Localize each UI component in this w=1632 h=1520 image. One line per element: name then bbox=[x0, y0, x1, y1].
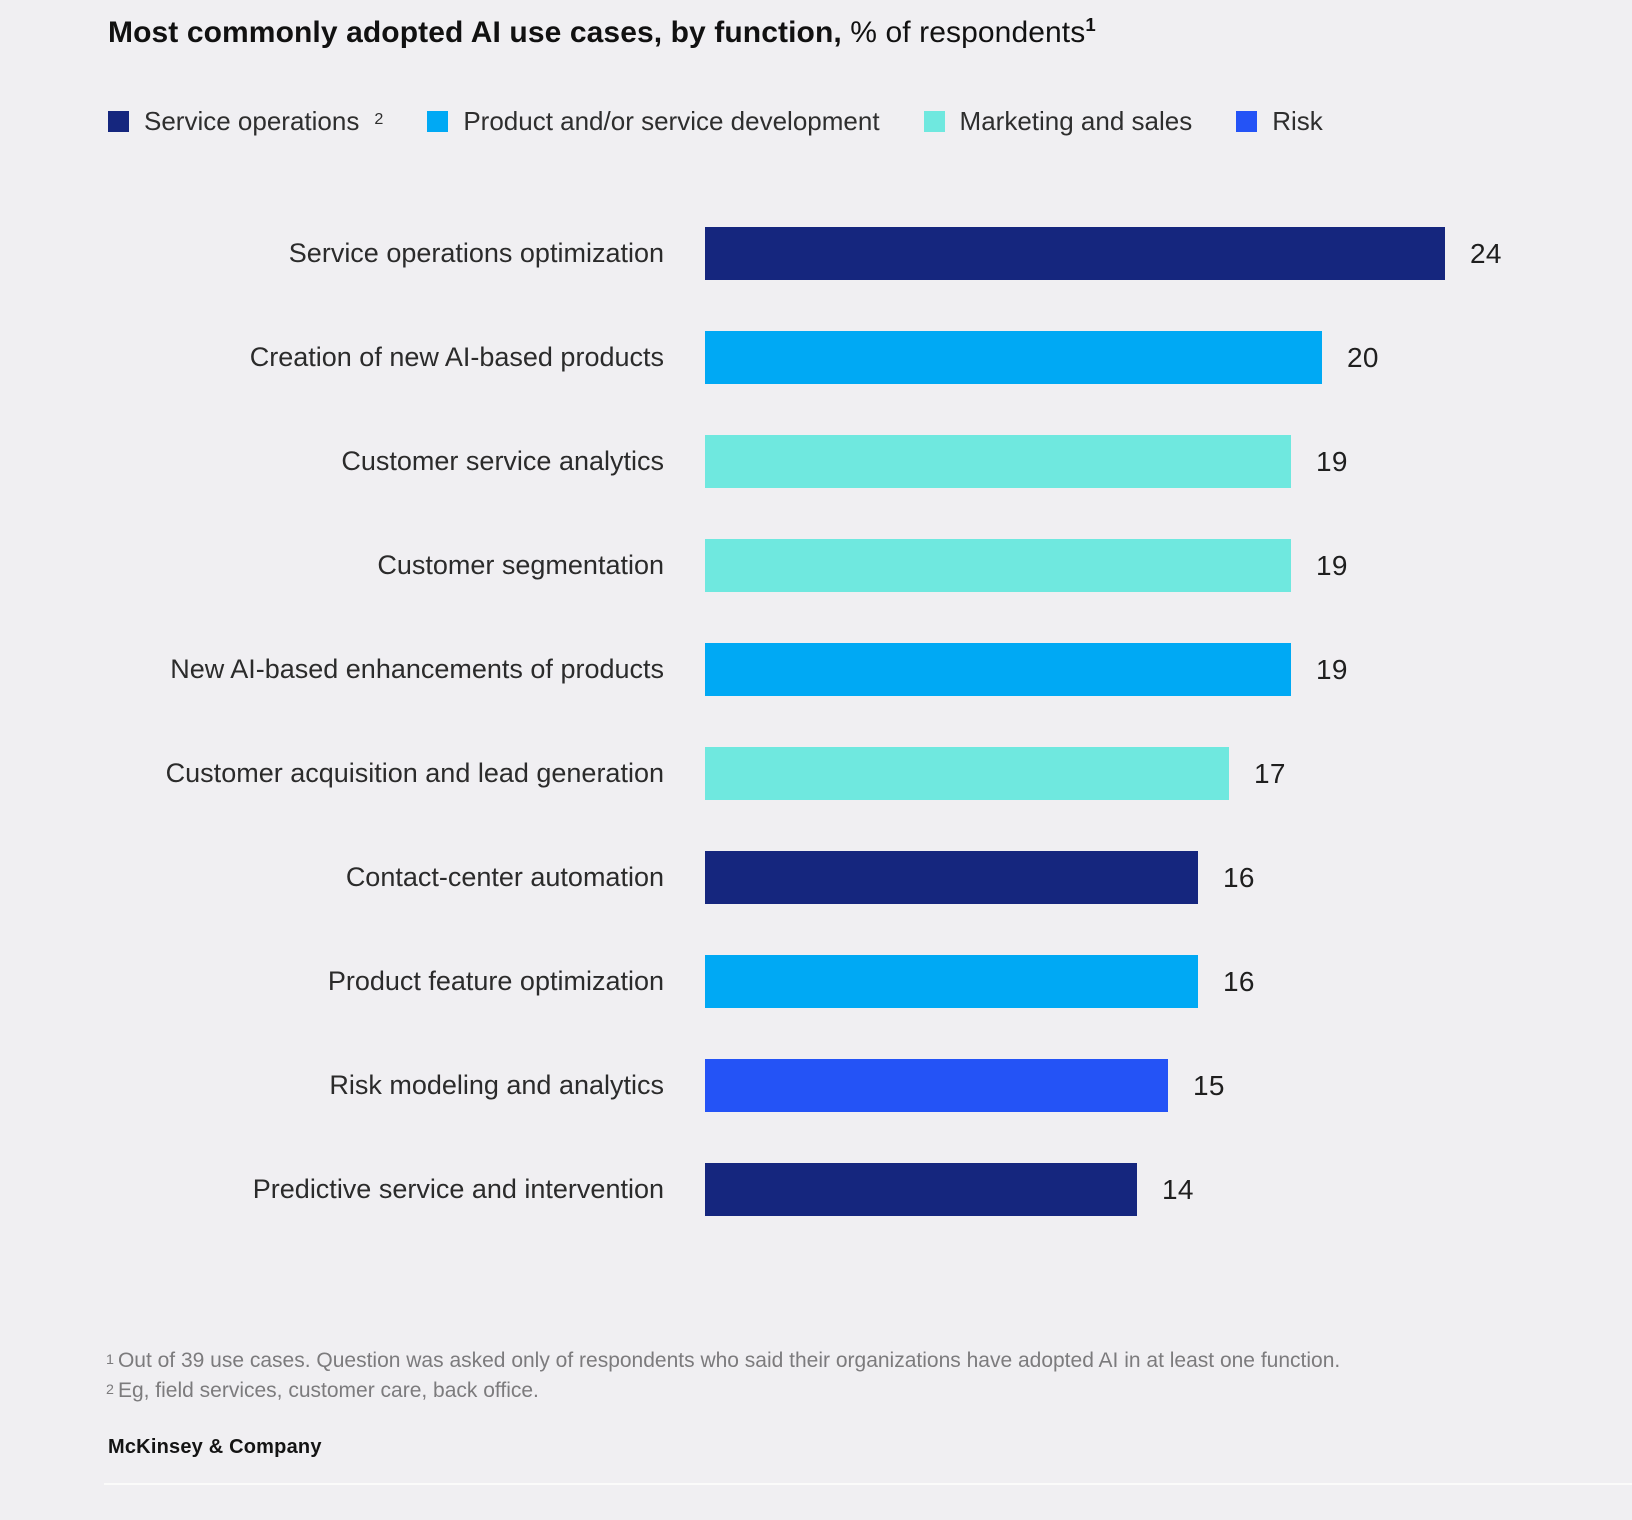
bar-track: 15 bbox=[705, 1059, 1572, 1112]
bar-value: 16 bbox=[1223, 965, 1255, 997]
chart-row: Customer segmentation 19 bbox=[108, 539, 1572, 592]
chart-row: Product feature optimization 16 bbox=[108, 955, 1572, 1008]
category-label: Predictive service and intervention bbox=[252, 1173, 664, 1204]
legend-footnote-marker: 2 bbox=[374, 110, 384, 128]
legend-label: Product and/or service development bbox=[463, 106, 880, 136]
legend-label: Service operations bbox=[144, 106, 360, 136]
bar-track: 19 bbox=[705, 539, 1572, 592]
legend-swatch-icon bbox=[108, 111, 129, 132]
legend-item: Service operations 2 bbox=[108, 106, 383, 137]
bar-track: 17 bbox=[705, 747, 1572, 800]
footnote-line: 2 Eg, field services, customer care, back… bbox=[106, 1376, 1340, 1406]
bar-value: 14 bbox=[1162, 1173, 1194, 1205]
legend-item: Risk bbox=[1236, 106, 1323, 137]
chart-row: Service operations optimization 24 bbox=[108, 227, 1572, 280]
category-label: Customer segmentation bbox=[377, 549, 664, 580]
category-label: Service operations optimization bbox=[288, 237, 664, 268]
bar bbox=[705, 331, 1322, 384]
chart-row: Customer acquisition and lead generation… bbox=[108, 747, 1572, 800]
bar-value: 15 bbox=[1193, 1069, 1225, 1101]
bar bbox=[705, 539, 1291, 592]
chart-title-subtitle: % of respondents bbox=[841, 16, 1086, 49]
bar bbox=[705, 747, 1229, 800]
chart-row: Customer service analytics 19 bbox=[108, 435, 1572, 488]
bar-value: 24 bbox=[1470, 237, 1502, 269]
footnote-text: Eg, field services, customer care, back … bbox=[117, 1379, 539, 1402]
bar-track: 16 bbox=[705, 851, 1572, 904]
category-label: Risk modeling and analytics bbox=[329, 1069, 664, 1100]
bar-value: 17 bbox=[1254, 757, 1286, 789]
chart-legend: Service operations 2 Product and/or servic… bbox=[108, 106, 1323, 137]
footnote-marker: 2 bbox=[106, 1382, 114, 1398]
source-logo-text: McKinsey & Company bbox=[108, 1436, 322, 1458]
bar-value: 19 bbox=[1316, 445, 1348, 477]
category-label: Customer service analytics bbox=[341, 445, 664, 476]
legend-swatch-icon bbox=[427, 111, 449, 132]
bar-track: 19 bbox=[705, 435, 1572, 488]
category-label: Customer acquisition and lead generation bbox=[165, 757, 664, 788]
bar bbox=[705, 955, 1198, 1008]
bar-value: 16 bbox=[1223, 861, 1255, 893]
bar-value: 19 bbox=[1316, 549, 1348, 581]
chart-row: Risk modeling and analytics 15 bbox=[108, 1059, 1572, 1112]
chart-title: Most commonly adopted AI use cases, by f… bbox=[108, 14, 1096, 50]
bar bbox=[705, 1163, 1137, 1216]
footnote-marker: 1 bbox=[106, 1352, 114, 1368]
chart-title-footnote-marker: 1 bbox=[1085, 14, 1096, 35]
bar bbox=[705, 227, 1445, 280]
legend-item: Product and/or service development bbox=[427, 106, 880, 137]
chart-row: Creation of new AI-based products 20 bbox=[108, 331, 1572, 384]
legend-label: Marketing and sales bbox=[959, 106, 1193, 136]
category-label: New AI-based enhancements of products bbox=[170, 653, 664, 684]
category-label: Product feature optimization bbox=[327, 965, 664, 996]
bar-chart: Service operations optimization 24 Creatio… bbox=[108, 227, 1572, 1216]
bar bbox=[705, 435, 1291, 488]
bar-value: 19 bbox=[1316, 653, 1348, 685]
bar-track: 19 bbox=[705, 643, 1572, 696]
category-label: Contact-center automation bbox=[345, 861, 664, 892]
legend-swatch-icon bbox=[1236, 111, 1258, 132]
bar-track: 16 bbox=[705, 955, 1572, 1008]
bar-value: 20 bbox=[1347, 341, 1379, 373]
bar bbox=[705, 643, 1291, 696]
footnotes: 1 Out of 39 use cases. Question was asked… bbox=[106, 1346, 1340, 1406]
bar-track: 20 bbox=[705, 331, 1572, 384]
chart-row: New AI-based enhancements of products 19 bbox=[108, 643, 1572, 696]
chart-title-main: Most commonly adopted AI use cases, by f… bbox=[108, 16, 842, 49]
category-label: Creation of new AI-based products bbox=[249, 341, 664, 372]
bar bbox=[705, 851, 1198, 904]
legend-item: Marketing and sales bbox=[923, 106, 1193, 137]
footnote-text: Out of 39 use cases. Question was asked … bbox=[117, 1349, 1341, 1372]
bar-track: 14 bbox=[705, 1163, 1572, 1216]
bar-track: 24 bbox=[705, 227, 1572, 280]
chart-row: Predictive service and intervention 14 bbox=[108, 1163, 1572, 1216]
bottom-divider bbox=[104, 1483, 1632, 1485]
legend-label: Risk bbox=[1272, 106, 1323, 136]
bar bbox=[705, 1059, 1168, 1112]
chart-row: Contact-center automation 16 bbox=[108, 851, 1572, 904]
legend-swatch-icon bbox=[923, 111, 945, 132]
footnote-line: 1 Out of 39 use cases. Question was asked… bbox=[106, 1346, 1340, 1376]
